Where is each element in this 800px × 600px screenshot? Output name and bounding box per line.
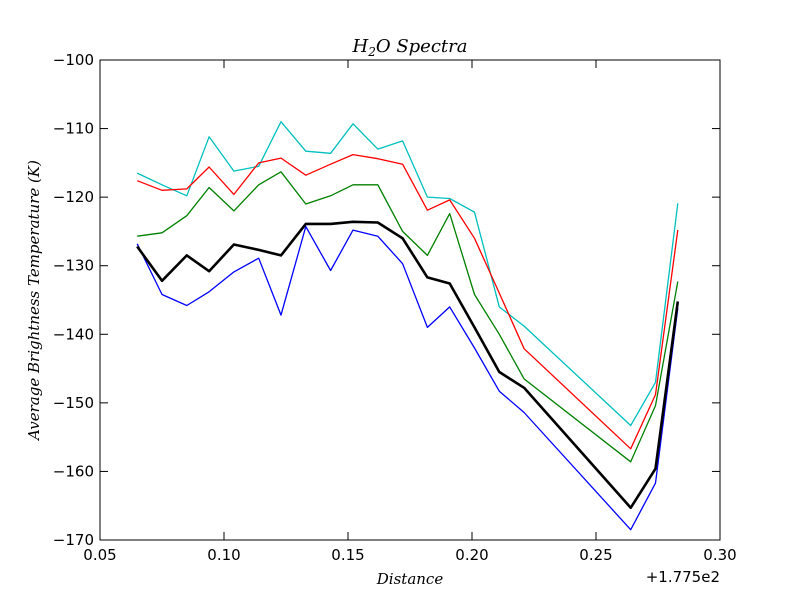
series-layer (136, 121, 680, 531)
x-tick-label: 0.30 (703, 546, 736, 564)
series-line-4 (136, 220, 680, 510)
x-tick-label: 0.15 (331, 546, 364, 564)
y-tick-label: −170 (53, 531, 94, 549)
x-tick-label: 0.10 (207, 546, 240, 564)
plot-frame (99, 59, 721, 541)
ticks-layer: 0.05 0.10 0.15 0.20 0.25 0.30 −170 −160 −150 −140… (53, 51, 737, 564)
series-line-0 (136, 121, 679, 427)
x-tick-label: 0.05 (83, 546, 116, 564)
y-tick-label: −140 (53, 325, 94, 343)
y-axis-label: Average Brightness Temperature (K) (25, 160, 43, 442)
chart-title-rest: O Spectra (376, 36, 468, 57)
x-axis-label: Distance (376, 570, 444, 588)
chart-title-subscript: 2 (367, 45, 376, 59)
y-tick-label: −100 (53, 51, 94, 69)
y-tick-label: −120 (53, 188, 94, 206)
y-tick-label: −150 (53, 394, 94, 412)
series-line-1 (136, 153, 679, 450)
y-tick-label: −110 (53, 120, 94, 138)
x-tick-label: 0.25 (579, 546, 612, 564)
series-line-3 (136, 225, 679, 531)
x-tick-label: 0.20 (455, 546, 488, 564)
x-offset-label: +1.775e2 (646, 568, 720, 586)
chart-title: H2O Spectra (352, 36, 468, 59)
series-line-2 (137, 171, 679, 463)
y-tick-label: −160 (53, 462, 94, 480)
y-tick-label: −130 (53, 257, 94, 275)
